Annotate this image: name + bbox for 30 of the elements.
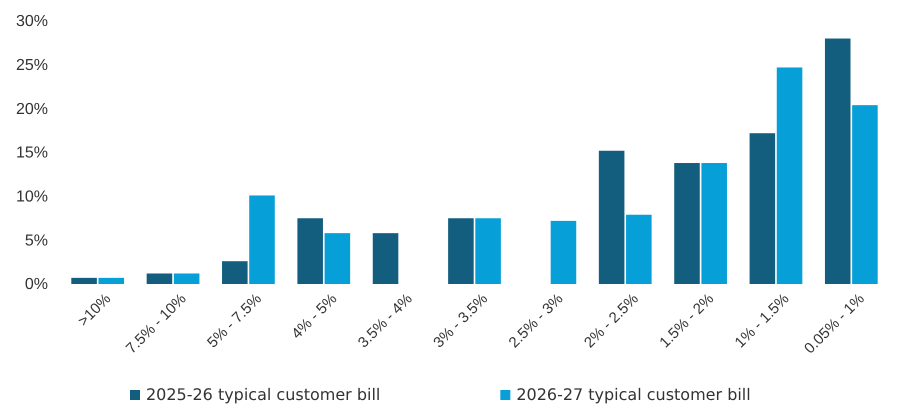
x-tick-label: 4% - 5% [288, 290, 340, 342]
y-tick-label: 15% [16, 144, 48, 162]
legend-label: 2025-26 typical customer bill [146, 385, 380, 404]
y-tick-label: 20% [16, 100, 48, 118]
bar [249, 195, 275, 284]
bar [475, 218, 501, 284]
y-tick-label: 25% [16, 56, 48, 74]
y-tick-label: 0% [24, 276, 48, 294]
bar [324, 233, 350, 284]
y-tick-label: 10% [16, 188, 48, 206]
y-tick-label: 30% [16, 13, 48, 30]
bar [824, 38, 851, 284]
bar [626, 214, 652, 284]
bar [222, 261, 248, 284]
bar [372, 233, 398, 284]
bar [852, 105, 878, 284]
legend-label: 2026-27 typical customer bill [516, 385, 751, 404]
bar [448, 218, 474, 284]
bar [776, 67, 802, 284]
bar [146, 273, 172, 284]
bar [598, 150, 624, 284]
bar [297, 218, 323, 284]
bar [701, 163, 727, 284]
bar [98, 278, 124, 284]
bar [550, 220, 576, 284]
y-tick-label: 5% [24, 232, 48, 250]
bar [750, 133, 776, 284]
bar [674, 163, 700, 284]
bar [71, 278, 97, 284]
bar [174, 273, 200, 284]
